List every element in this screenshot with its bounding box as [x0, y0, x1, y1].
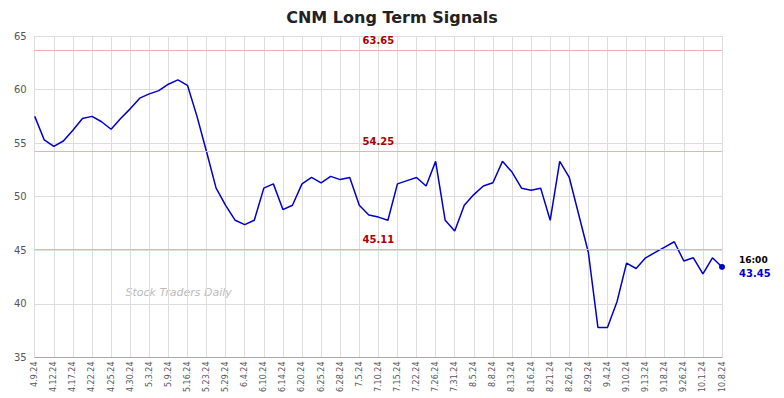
- svg-text:6.20.24: 6.20.24: [297, 361, 306, 392]
- svg-text:7.22.24: 7.22.24: [412, 361, 421, 392]
- svg-text:65: 65: [14, 31, 27, 42]
- svg-text:5.29.24: 5.29.24: [221, 361, 230, 392]
- svg-text:10.8.24: 10.8.24: [718, 361, 727, 392]
- svg-text:9.26.24: 9.26.24: [679, 361, 688, 392]
- svg-text:CNM Long Term Signals: CNM Long Term Signals: [286, 8, 498, 27]
- svg-text:9.18.24: 9.18.24: [660, 361, 669, 392]
- svg-text:Stock Traders Daily: Stock Traders Daily: [125, 286, 232, 299]
- svg-text:8.8.24: 8.8.24: [488, 361, 497, 386]
- svg-text:6.4.24: 6.4.24: [240, 361, 249, 386]
- svg-text:9.10.24: 9.10.24: [622, 361, 631, 392]
- svg-text:9.4.24: 9.4.24: [603, 361, 612, 386]
- svg-text:4.12.24: 4.12.24: [49, 361, 58, 392]
- svg-text:6.25.24: 6.25.24: [317, 361, 326, 392]
- svg-text:54.25: 54.25: [363, 136, 395, 147]
- svg-text:4.17.24: 4.17.24: [68, 361, 77, 392]
- svg-text:4.9.24: 4.9.24: [30, 361, 39, 386]
- svg-text:50: 50: [14, 191, 27, 202]
- svg-text:45: 45: [14, 245, 27, 256]
- svg-text:5.23.24: 5.23.24: [202, 361, 211, 392]
- svg-text:60: 60: [14, 84, 27, 95]
- svg-text:43.45: 43.45: [739, 268, 771, 279]
- svg-text:7.5.24: 7.5.24: [355, 361, 364, 386]
- svg-text:5.16.24: 5.16.24: [183, 361, 192, 392]
- svg-text:8.16.24: 8.16.24: [527, 361, 536, 392]
- svg-text:45.11: 45.11: [363, 234, 395, 245]
- svg-text:7.15.24: 7.15.24: [393, 361, 402, 392]
- svg-text:7.10.24: 7.10.24: [374, 361, 383, 392]
- svg-text:55: 55: [14, 138, 27, 149]
- svg-text:8.21.24: 8.21.24: [546, 361, 555, 392]
- svg-text:7.26.24: 7.26.24: [431, 361, 440, 392]
- svg-text:6.14.24: 6.14.24: [278, 361, 287, 392]
- svg-text:4.30.24: 4.30.24: [126, 361, 135, 392]
- svg-text:7.31.24: 7.31.24: [450, 361, 459, 392]
- svg-text:6.28.24: 6.28.24: [336, 361, 345, 392]
- svg-text:16:00: 16:00: [739, 255, 768, 265]
- svg-text:10.1.24: 10.1.24: [698, 361, 707, 392]
- svg-text:9.13.24: 9.13.24: [641, 361, 650, 392]
- svg-text:5.3.24: 5.3.24: [145, 361, 154, 386]
- svg-text:40: 40: [14, 298, 27, 309]
- svg-text:63.65: 63.65: [363, 35, 395, 46]
- svg-text:4.22.24: 4.22.24: [87, 361, 96, 392]
- svg-text:4.25.24: 4.25.24: [107, 361, 116, 392]
- svg-text:6.10.24: 6.10.24: [259, 361, 268, 392]
- svg-text:8.29.24: 8.29.24: [584, 361, 593, 392]
- svg-text:35: 35: [14, 352, 27, 363]
- svg-text:8.13.24: 8.13.24: [507, 361, 516, 392]
- svg-text:5.9.24: 5.9.24: [164, 361, 173, 386]
- svg-text:8.5.24: 8.5.24: [469, 361, 478, 386]
- svg-text:8.26.24: 8.26.24: [565, 361, 574, 392]
